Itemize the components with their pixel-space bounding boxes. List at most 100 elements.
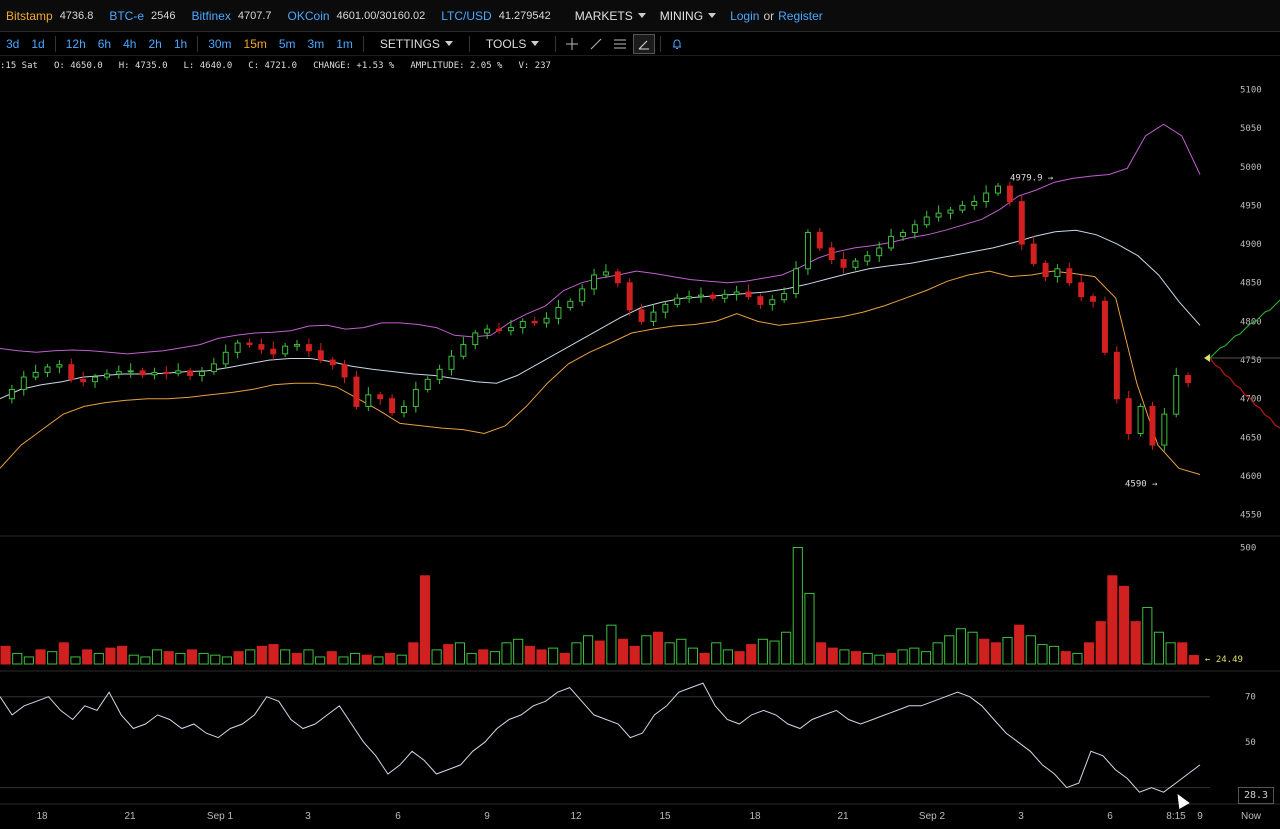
candle-body	[472, 332, 479, 346]
volume-bar	[140, 656, 151, 665]
timeframe-1m[interactable]: 1m	[336, 36, 353, 51]
ticker-exchange[interactable]: OKCoin	[287, 8, 330, 23]
last-price-marker-icon	[1204, 354, 1210, 362]
timeframe-15m[interactable]: 15m	[243, 36, 267, 51]
settings-label[interactable]: SETTINGS	[379, 36, 440, 51]
volume-bars	[0, 547, 1199, 665]
mining-menu[interactable]: MINING	[659, 8, 717, 23]
ticker-bar: Bitstamp 4736.8 BTC-e 2546 Bitfinex 4707…	[0, 0, 1280, 32]
candle-body	[496, 328, 503, 332]
timeframe-12h[interactable]: 12h	[65, 36, 86, 51]
timeframe-4h[interactable]: 4h	[123, 36, 137, 51]
chevron-down-icon	[531, 41, 540, 46]
ticker-okcoin[interactable]: OKCoin 4601.00/30160.02	[288, 9, 426, 23]
volume-bar	[454, 642, 466, 665]
volume-bar	[466, 652, 477, 665]
volume-bar	[1083, 642, 1095, 665]
ticker-price: 2546	[151, 9, 176, 22]
volume-bar	[699, 652, 710, 665]
settings-menu[interactable]: SETTINGS	[368, 37, 465, 51]
candle-body	[1006, 185, 1013, 203]
time-axis-label: 8:15	[1166, 811, 1186, 822]
timeframe-5m[interactable]: 5m	[278, 36, 296, 51]
line-icon[interactable]	[585, 34, 607, 54]
candle-body	[507, 327, 514, 332]
price-axis-label: 4550	[1240, 511, 1262, 521]
tools-menu[interactable]: TOOLS	[474, 37, 551, 51]
candle-body	[1173, 375, 1180, 415]
candle-body	[1185, 375, 1192, 383]
candle-body	[377, 394, 384, 400]
time-axis-label: 21	[124, 811, 136, 822]
candle-body	[1090, 296, 1097, 302]
candle-body	[163, 371, 170, 374]
ticker-exchange[interactable]: Bitstamp	[6, 8, 53, 23]
ticker-exchange[interactable]: LTC/USD	[441, 8, 492, 23]
timeframe-1d[interactable]: 1d	[31, 36, 45, 51]
volume-bar	[1177, 642, 1188, 665]
volume-bar	[513, 638, 524, 665]
candle-body	[947, 209, 954, 214]
time-axis-label: 6	[1107, 811, 1113, 822]
ticker-exchange[interactable]: BTC-e	[109, 8, 145, 23]
candle-body	[626, 282, 633, 311]
markets-label[interactable]: MARKETS	[574, 8, 633, 23]
timeframe-3m[interactable]: 3m	[307, 36, 325, 51]
tools-label[interactable]: TOOLS	[485, 36, 527, 51]
ticker-ltcusd[interactable]: LTC/USD 41.279542	[441, 9, 550, 23]
candle-body	[876, 247, 883, 257]
candle-body	[531, 320, 538, 324]
divider	[468, 35, 470, 52]
ohlc-close: C: 4721.0	[248, 61, 298, 71]
price-chart[interactable]: 5100505050004950490048504800475047004650…	[0, 74, 1280, 829]
ticker-exchange[interactable]: Bitfinex	[191, 8, 231, 23]
volume-marker-label: ← 24.49	[1205, 655, 1243, 665]
candle-body	[579, 288, 586, 302]
candle-body	[56, 364, 63, 368]
volume-bar	[47, 651, 58, 665]
timeframe-30m[interactable]: 30m	[208, 36, 232, 51]
candle-body	[519, 320, 526, 329]
horizontal-lines-icon[interactable]	[609, 34, 631, 54]
crosshair-icon[interactable]	[561, 34, 583, 54]
register-link[interactable]: Register	[778, 8, 823, 23]
timeframe-3d[interactable]: 3d	[6, 36, 20, 51]
candle-body	[745, 291, 752, 298]
ticker-bitfinex[interactable]: Bitfinex 4707.7	[192, 9, 272, 23]
candle-body	[68, 364, 75, 380]
volume-bar	[757, 638, 768, 665]
volume-bar	[1002, 637, 1013, 665]
bell-icon[interactable]	[666, 34, 688, 54]
mining-label[interactable]: MINING	[659, 8, 704, 23]
volume-bar	[676, 638, 687, 665]
volume-bar	[0, 645, 11, 665]
ticker-bitstamp[interactable]: Bitstamp 4736.8	[6, 9, 93, 23]
volume-bar	[571, 642, 582, 665]
candle-body	[436, 368, 443, 380]
ticker-price: 41.279542	[498, 9, 551, 22]
draw-icon[interactable]	[633, 33, 656, 54]
candle-body	[602, 271, 609, 276]
volume-bar	[326, 651, 337, 665]
ticker-price: 4601.00/30160.02	[336, 9, 426, 22]
price-axis-label: 5050	[1240, 124, 1262, 134]
divider	[555, 35, 557, 52]
volume-bar	[944, 635, 955, 665]
ticker-btce[interactable]: BTC-e 2546	[109, 9, 175, 23]
timeframe-2h[interactable]: 2h	[148, 36, 162, 51]
candle-body	[674, 297, 681, 305]
timeframe-6h[interactable]: 6h	[97, 36, 112, 51]
markets-menu[interactable]: MARKETS	[575, 9, 646, 23]
candle-body	[721, 293, 728, 299]
login-link[interactable]: Login	[730, 8, 760, 23]
time-axis-label: 6	[395, 811, 401, 822]
ticker-price: 4736.8	[59, 9, 94, 22]
candle-body	[92, 376, 99, 383]
rsi-line	[0, 682, 1201, 793]
or-text: or	[763, 8, 775, 23]
volume-bar	[489, 651, 500, 665]
volume-bar	[151, 649, 163, 665]
time-axis-label: 3	[1018, 811, 1024, 822]
time-axis-label: 18	[749, 811, 761, 822]
timeframe-1h[interactable]: 1h	[173, 36, 188, 51]
